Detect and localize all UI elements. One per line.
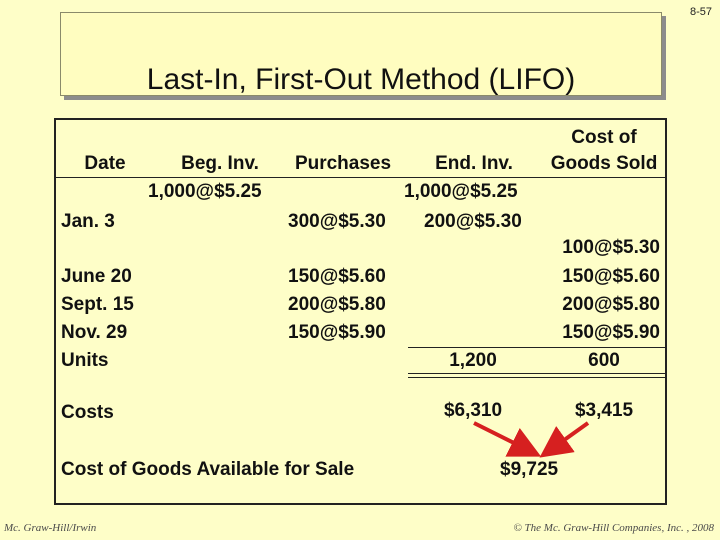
header-date: Date bbox=[84, 153, 126, 174]
costs-end-inv: $6,310 bbox=[443, 400, 503, 421]
date-sept15: Sept. 15 bbox=[61, 294, 134, 315]
date-june20: June 20 bbox=[61, 266, 132, 287]
subtotal-rule bbox=[408, 347, 665, 348]
costs-cogs: $3,415 bbox=[574, 400, 634, 421]
cogs-jan3: 100@$5.30 bbox=[562, 237, 660, 258]
purchase-nov29: 150@$5.90 bbox=[288, 322, 386, 343]
footer-copyright: © The Mc. Graw-Hill Companies, Inc. , 20… bbox=[513, 522, 714, 534]
costs-label: Costs bbox=[61, 402, 114, 423]
cogs-june20: 150@$5.60 bbox=[562, 266, 660, 287]
units-label: Units bbox=[61, 350, 109, 371]
purchase-sept15: 200@$5.80 bbox=[288, 294, 386, 315]
double-rule-top bbox=[408, 373, 665, 374]
units-end-inv: 1,200 bbox=[449, 350, 497, 371]
header-cogs-line1: Cost of bbox=[571, 127, 637, 148]
cogs-nov29: 150@$5.90 bbox=[562, 322, 660, 343]
beg-inv-value: 1,000@$5.25 bbox=[148, 181, 262, 202]
slide-number: 8-57 bbox=[689, 6, 712, 18]
header-rule bbox=[56, 177, 665, 178]
end-inv-jan3: 200@$5.30 bbox=[424, 211, 522, 232]
double-rule-bottom bbox=[408, 377, 665, 378]
purchase-jan3: 300@$5.30 bbox=[288, 211, 386, 232]
cgafs-label: Cost of Goods Available for Sale bbox=[61, 459, 355, 480]
header-purchases: Purchases bbox=[294, 153, 392, 174]
date-jan3: Jan. 3 bbox=[61, 211, 115, 232]
arrow-from-cogs bbox=[539, 421, 590, 458]
cogs-sept15: 200@$5.80 bbox=[562, 294, 660, 315]
header-end-inv: End. Inv. bbox=[435, 153, 513, 174]
header-cogs-line2: Goods Sold bbox=[550, 153, 658, 174]
header-beg-inv: Beg. Inv. bbox=[181, 153, 259, 174]
title-box: Last-In, First-Out Method (LIFO) bbox=[60, 12, 662, 96]
beg-end-inv-value: 1,000@$5.25 bbox=[404, 181, 518, 202]
purchase-june20: 150@$5.60 bbox=[288, 266, 386, 287]
slide-title: Last-In, First-Out Method (LIFO) bbox=[146, 63, 576, 96]
arrow-from-end-inv bbox=[473, 421, 542, 457]
date-nov29: Nov. 29 bbox=[61, 322, 128, 343]
footer-publisher: Mc. Graw-Hill/Irwin bbox=[4, 522, 97, 534]
cgafs-value: $9,725 bbox=[500, 459, 559, 480]
units-cogs: 600 bbox=[588, 350, 620, 371]
